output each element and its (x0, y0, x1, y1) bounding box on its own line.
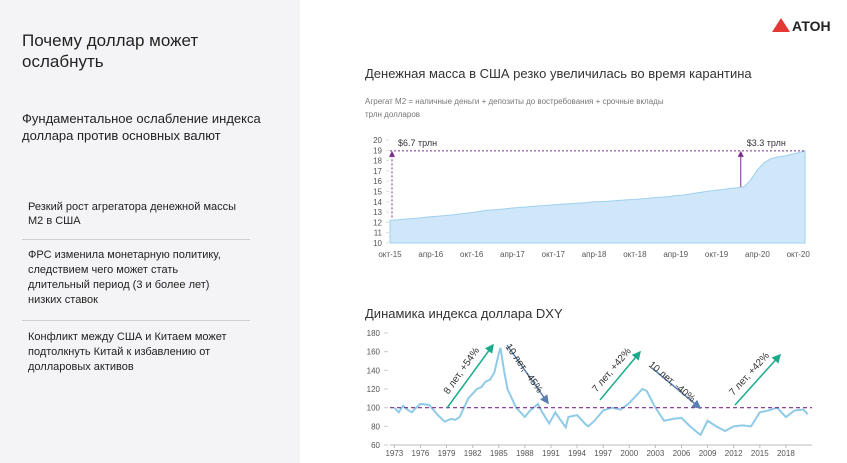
axis-label: трлн долларов (365, 110, 420, 119)
x-tick-label: 1982 (464, 449, 482, 458)
x-tick-label: 2015 (751, 449, 769, 458)
y-tick-label: 100 (367, 404, 381, 413)
bullet: Конфликт между США и Китаем может подтол… (28, 331, 227, 373)
x-tick-label: 1976 (412, 449, 430, 458)
x-tick-label: окт-15 (378, 250, 402, 259)
annotation: $3.3 трлн (747, 138, 786, 148)
trend-arrow (651, 367, 702, 409)
x-tick-label: окт-16 (460, 250, 484, 259)
separator (22, 320, 250, 321)
bullet: Резкий рост агрегатора денежной массы М2… (28, 201, 237, 227)
separator (22, 239, 250, 240)
y-tick-label: 13 (373, 208, 382, 217)
y-tick-label: 15 (373, 188, 382, 197)
x-tick-label: 1979 (438, 449, 456, 458)
trend-arrow (446, 343, 494, 409)
chart-title: Динамика индекса доллара DXY (365, 306, 563, 321)
annotation: 10 лет, -40% (646, 359, 697, 404)
y-tick-label: 12 (373, 218, 382, 227)
area (389, 150, 806, 244)
chart-title: Денежная масса в США резко увеличилась в… (365, 66, 752, 81)
x-tick-label: 1994 (568, 449, 586, 458)
y-tick-label: 80 (371, 422, 380, 431)
trend-arrow (506, 344, 549, 405)
y-tick-label: 14 (373, 198, 382, 207)
x-tick-label: 1988 (516, 449, 534, 458)
trend-arrow (734, 353, 782, 406)
annotation: 7 лет, +42% (590, 346, 633, 395)
y-tick-label: 160 (367, 348, 381, 357)
subtitle: Фундаментальное ослабление индекса долла… (22, 111, 261, 143)
y-tick-label: 19 (373, 146, 382, 155)
line (393, 347, 809, 437)
x-tick-label: окт-17 (542, 250, 566, 259)
y-tick-label: 180 (367, 329, 381, 338)
y-tick-label: 140 (367, 366, 381, 375)
annotation: 7 лет, +42% (727, 350, 772, 398)
y-tick-label: 10 (373, 239, 382, 248)
logo-icon (772, 18, 790, 32)
annotation: $6.7 трлн (398, 138, 437, 148)
y-tick-label: 11 (374, 229, 383, 238)
bullet: ФРС изменила монетарную политику, следст… (28, 249, 221, 306)
x-tick-label: апр-20 (745, 250, 770, 259)
x-tick-label: апр-19 (663, 250, 688, 259)
x-tick-label: 1985 (490, 449, 508, 458)
y-tick-label: 120 (367, 385, 381, 394)
x-tick-label: 2003 (646, 449, 664, 458)
logo: АТОН (792, 18, 831, 34)
y-tick-label: 18 (373, 157, 382, 166)
x-tick-label: окт-19 (705, 250, 729, 259)
slide-title: Почему доллар может ослабнуть (22, 31, 199, 71)
x-tick-label: 2018 (777, 449, 795, 458)
x-tick-label: 2000 (620, 449, 638, 458)
chart-subtitle: Агрегат М2 = наличные деньги + депозиты … (365, 97, 664, 106)
x-tick-label: 2009 (699, 449, 717, 458)
sidebar: Почему доллар может ослабнуть Фундамента… (0, 0, 300, 463)
x-tick-label: 1991 (542, 449, 560, 458)
x-tick-label: окт-20 (787, 250, 811, 259)
x-tick-label: 2006 (673, 449, 691, 458)
x-tick-label: 1973 (385, 449, 403, 458)
y-tick-label: 20 (373, 136, 382, 145)
x-tick-label: 2012 (725, 449, 743, 458)
x-tick-label: окт-18 (623, 250, 647, 259)
x-tick-label: 1997 (594, 449, 612, 458)
x-tick-label: апр-18 (582, 250, 607, 259)
trend-arrow (599, 350, 641, 401)
y-tick-label: 16 (373, 177, 382, 186)
x-tick-label: апр-17 (500, 250, 525, 259)
x-tick-label: апр-16 (418, 250, 443, 259)
y-tick-label: 17 (373, 167, 382, 176)
annotation: 10 лет, -45% (503, 342, 545, 395)
y-tick-label: 60 (371, 441, 380, 450)
